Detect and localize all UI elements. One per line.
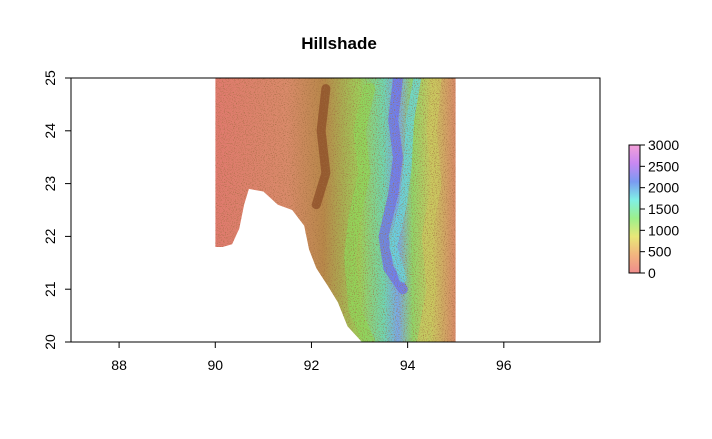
x-tick-label: 92 [304, 357, 320, 373]
raster-layer [215, 78, 456, 342]
y-tick-label: 24 [42, 123, 58, 139]
hillshade-texture [215, 78, 456, 342]
colorbar-tick-label: 2000 [648, 180, 679, 196]
chart-title: Hillshade [301, 34, 377, 53]
y-tick-label: 20 [42, 334, 58, 350]
x-tick-label: 88 [111, 357, 127, 373]
colorbar-tick-label: 2500 [648, 158, 679, 174]
y-tick-label: 25 [42, 70, 58, 86]
colorbar-ramp [628, 144, 641, 274]
x-tick-label: 96 [496, 357, 512, 373]
colorbar-tick-label: 500 [648, 244, 672, 260]
x-axis: 88 90 92 94 96 [111, 342, 512, 373]
colorbar-tick-label: 1000 [648, 222, 679, 238]
y-tick-label: 21 [42, 281, 58, 297]
colorbar-tick-label: 1500 [648, 201, 679, 217]
colorbar-tick-label: 0 [648, 265, 656, 281]
y-axis: 20 21 22 23 24 25 [42, 70, 71, 350]
x-tick-label: 94 [400, 357, 416, 373]
colorbar-tick-label: 3000 [648, 137, 679, 153]
y-tick-label: 22 [42, 228, 58, 244]
colorbar-legend: 0 500 1000 1500 2000 2500 3000 [628, 137, 679, 281]
x-tick-label: 90 [207, 357, 223, 373]
plot-frame [70, 77, 601, 343]
y-tick-label: 23 [42, 176, 58, 192]
